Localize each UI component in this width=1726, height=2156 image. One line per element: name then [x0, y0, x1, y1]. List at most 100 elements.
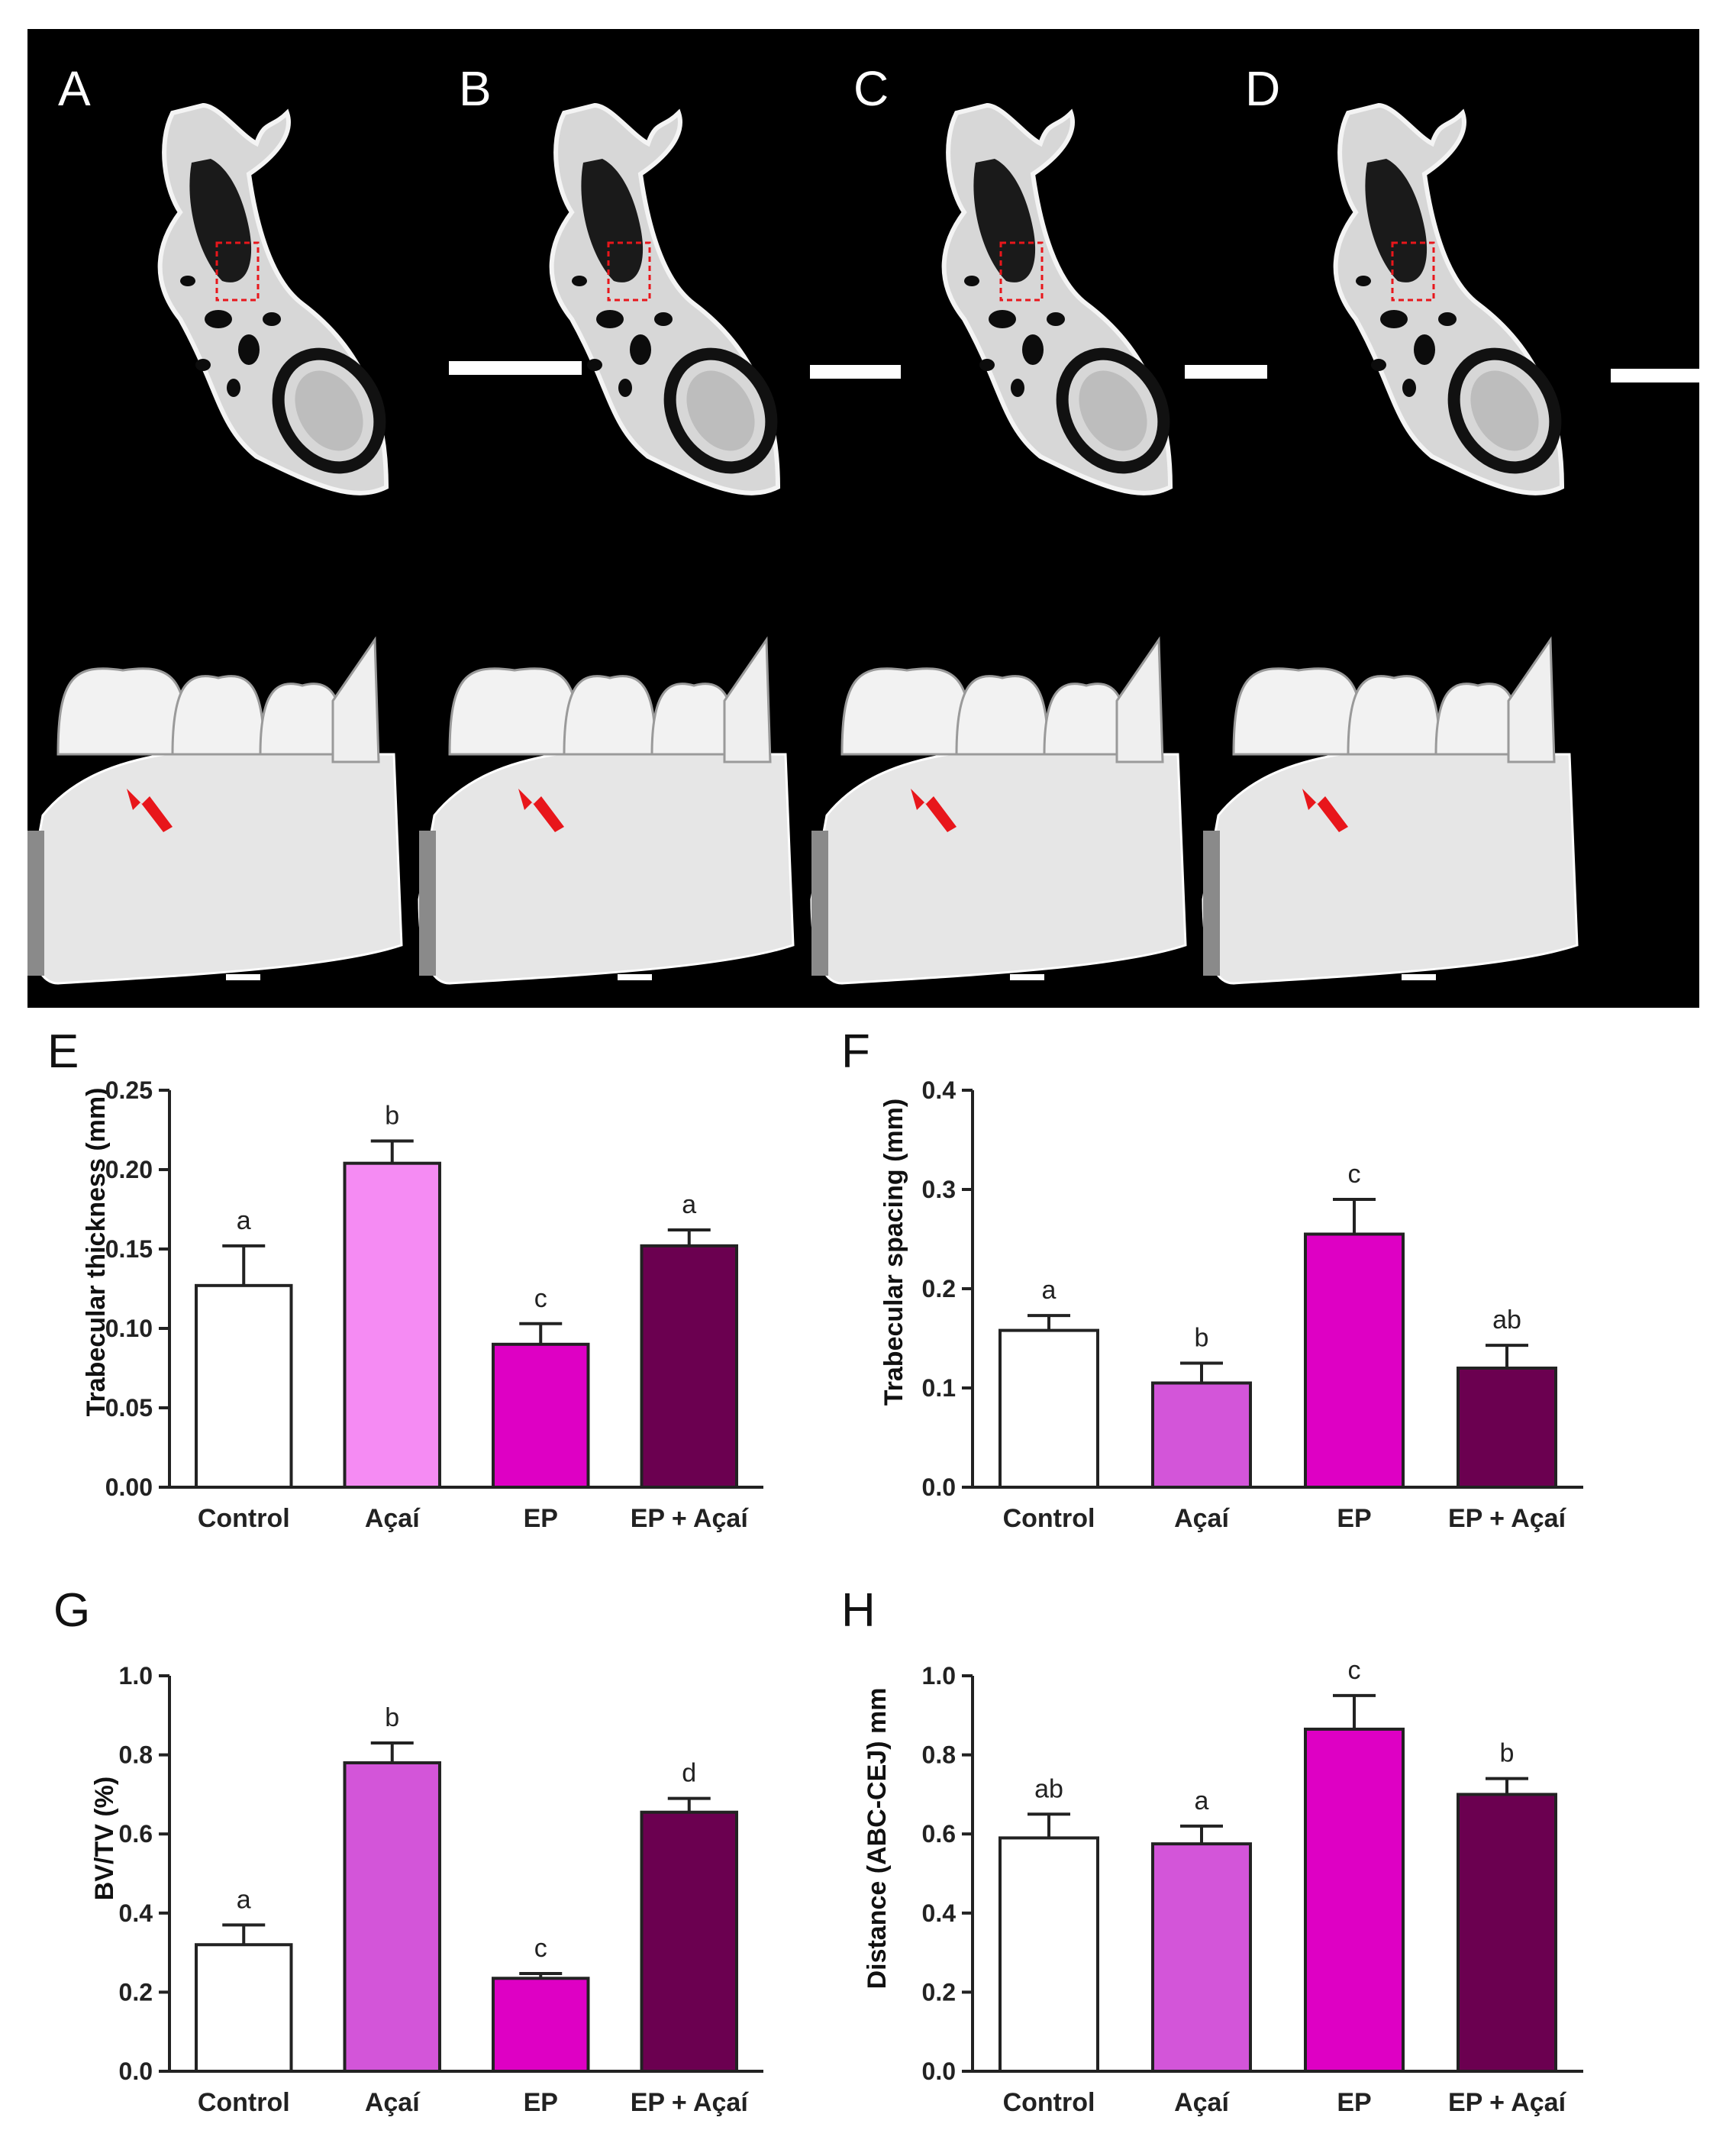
pulp-chamber — [1365, 159, 1428, 282]
mandibular-canal — [663, 347, 778, 474]
marrow-space — [618, 379, 632, 397]
scale-bar-3d — [1402, 974, 1436, 980]
jaw-cross-section — [941, 102, 1173, 495]
marrow-space — [596, 310, 624, 328]
bar — [343, 1761, 441, 2074]
marrow-space — [195, 359, 211, 371]
y-tick-label: 0.0 — [922, 2058, 956, 2085]
scale-bar — [1611, 369, 1699, 382]
chart-panel-H: H Distance (ABC-CEJ) mm 0.0 0.2 0.4 0.6 0.8 1… — [841, 1584, 1583, 2117]
y-tick-label: 0.20 — [105, 1156, 153, 1183]
y-axis-label-F: Trabecular spacing (mm) — [879, 1099, 908, 1406]
marrow-space — [1047, 312, 1065, 326]
molar-tooth — [563, 675, 657, 756]
x-tick-label: Açaí — [1174, 1504, 1230, 1533]
marrow-space — [180, 276, 195, 286]
y-tick-label: 0.05 — [105, 1394, 153, 1422]
jaw-cross-section — [157, 102, 389, 495]
y-axis-label-E: Trabecular thickness (mm) — [82, 1088, 111, 1417]
bar — [640, 1810, 738, 2073]
x-tick-label: EP — [1337, 1504, 1371, 1533]
significance-letter: a — [1195, 1786, 1209, 1815]
y-tick-label: 0.8 — [922, 1741, 956, 1769]
marrow-space — [1371, 359, 1386, 371]
marrow-space — [964, 276, 979, 286]
jaw-3d-reconstruction — [418, 636, 795, 985]
bar — [343, 1161, 441, 1489]
pulp-chamber — [189, 159, 252, 282]
x-tick-label: Control — [198, 2088, 290, 2117]
marrow-space — [1414, 334, 1435, 365]
y-tick-label: 0.4 — [119, 1899, 153, 1927]
panel-label-G: G — [53, 1584, 90, 1637]
lesion-arrow — [127, 789, 173, 832]
significance-letter: a — [1042, 1276, 1057, 1305]
lesion-arrow — [518, 789, 564, 832]
marrow-space — [238, 334, 260, 365]
molar-tooth — [171, 675, 266, 756]
micro-panel-C: C — [810, 61, 1267, 985]
x-tick-label: EP + Açaí — [631, 1504, 750, 1533]
marrow-space — [227, 379, 240, 397]
mandibular-canal — [1056, 347, 1170, 474]
bar — [492, 1342, 590, 1489]
significance-letter: ab — [1034, 1774, 1063, 1803]
scale-bar — [449, 361, 582, 375]
marrow-space — [572, 276, 587, 286]
significance-letter: c — [534, 1284, 547, 1313]
canal-lumen — [1470, 370, 1539, 451]
x-tick-label: EP + Açaí — [1448, 2088, 1567, 2117]
micro-panel-D: D — [1202, 61, 1699, 985]
y-tick-label: 0.0 — [119, 2058, 153, 2085]
y-tick-label: 0.1 — [922, 1374, 956, 1402]
pulp-chamber — [581, 159, 644, 282]
jaw-cross-section — [1333, 102, 1565, 495]
scale-bar — [1185, 365, 1267, 379]
bar — [492, 1977, 590, 2074]
coronoid-process — [1115, 636, 1164, 763]
micro-panel-label: C — [853, 61, 889, 116]
significance-letter: b — [385, 1102, 399, 1131]
significance-letter: b — [1500, 1739, 1515, 1768]
mandible-body — [418, 753, 795, 985]
y-tick-label: 1.0 — [119, 1662, 153, 1690]
x-tick-label: Control — [1003, 2088, 1095, 2117]
cut-surface — [27, 831, 44, 976]
significance-letter: d — [682, 1759, 696, 1788]
bar — [1151, 1842, 1252, 2074]
bar — [1304, 1232, 1405, 1489]
y-tick-label: 0.0 — [922, 1473, 956, 1501]
marrow-space — [205, 310, 232, 328]
marrow-space — [1022, 334, 1044, 365]
significance-letter: c — [534, 1934, 547, 1963]
y-tick-label: 0.8 — [119, 1741, 153, 1769]
marrow-space — [1356, 276, 1371, 286]
molar-tooth — [448, 667, 581, 756]
panel-label-F: F — [841, 1025, 870, 1078]
marrow-space — [1402, 379, 1416, 397]
canal-lumen — [1079, 370, 1147, 451]
mandibular-canal — [272, 347, 386, 474]
marrow-space — [263, 312, 281, 326]
molar-tooth — [1347, 675, 1441, 756]
x-tick-label: EP + Açaí — [1448, 1504, 1567, 1533]
molar-tooth — [955, 675, 1050, 756]
micro-panel-label: A — [58, 61, 91, 116]
marrow-space — [654, 312, 673, 326]
coronoid-process — [1507, 636, 1556, 763]
mandible-body — [1202, 753, 1579, 985]
significance-letter: c — [1348, 1160, 1361, 1189]
significance-letter: a — [237, 1885, 251, 1914]
marrow-space — [630, 334, 651, 365]
molar-tooth — [840, 667, 973, 756]
bar — [195, 1283, 293, 1489]
micro-panel-A: A — [27, 61, 582, 985]
bar — [1457, 1793, 1557, 2074]
y-tick-label: 0.00 — [105, 1473, 153, 1501]
x-tick-label: Açaí — [365, 2088, 421, 2117]
mandible-body — [810, 753, 1187, 985]
cut-surface — [811, 831, 828, 976]
y-tick-label: 0.2 — [922, 1275, 956, 1302]
roi-box — [607, 241, 651, 302]
y-tick-label: 0.2 — [922, 1978, 956, 2006]
